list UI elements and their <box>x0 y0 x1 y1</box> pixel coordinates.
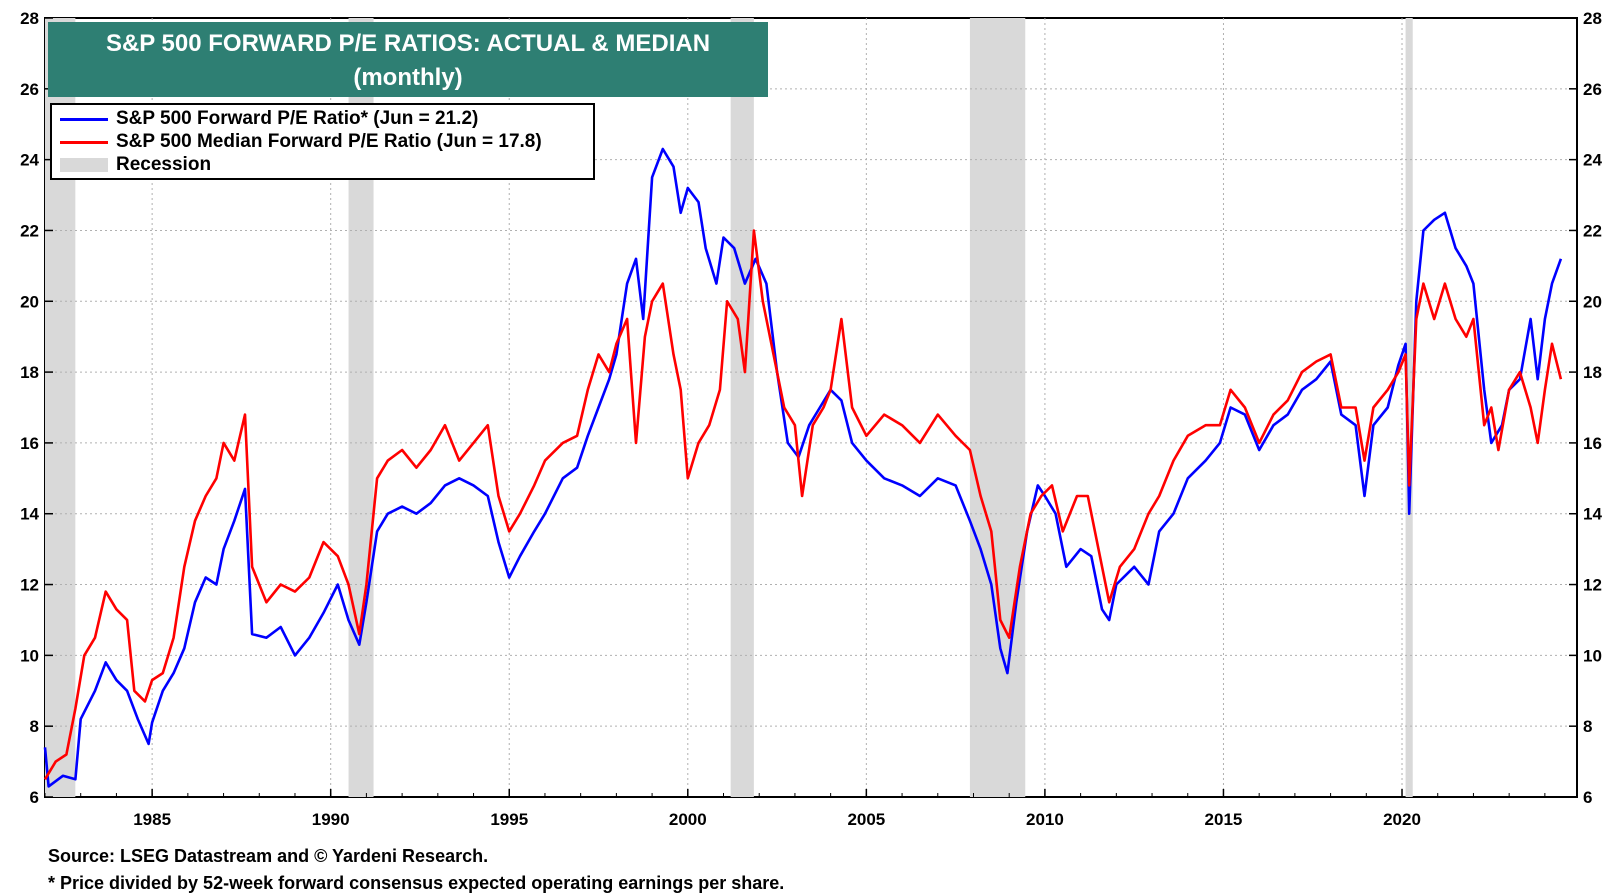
y-tick-label-right: 24 <box>1583 151 1602 170</box>
legend: S&P 500 Forward P/E Ratio* (Jun = 21.2) … <box>50 103 595 180</box>
y-tick-label-right: 20 <box>1583 292 1602 311</box>
y-tick-label-right: 22 <box>1583 221 1602 240</box>
x-tick-label: 2020 <box>1383 810 1421 829</box>
footnote: * Price divided by 52-week forward conse… <box>48 873 785 893</box>
recession-band-3 <box>969 18 1026 797</box>
y-tick-label-left: 6 <box>30 788 39 807</box>
x-tick-label: 1985 <box>133 810 171 829</box>
y-tick-label-right: 10 <box>1583 646 1602 665</box>
recession-band-2 <box>730 18 754 797</box>
y-tick-label-left: 10 <box>20 646 39 665</box>
y-tick-label-left: 16 <box>20 434 39 453</box>
series-lines <box>43 147 1563 788</box>
x-tick-label: 2010 <box>1026 810 1064 829</box>
y-tick-label-right: 8 <box>1583 717 1592 736</box>
x-tick-label: 2015 <box>1205 810 1243 829</box>
legend-swatch-red <box>60 140 108 144</box>
legend-item-forward-pe: S&P 500 Forward P/E Ratio* (Jun = 21.2) <box>60 107 478 131</box>
x-tick-label: 1995 <box>490 810 528 829</box>
legend-label-median-pe: S&P 500 Median Forward P/E Ratio (Jun = … <box>116 131 542 152</box>
legend-label-forward-pe: S&P 500 Forward P/E Ratio* (Jun = 21.2) <box>116 108 479 129</box>
y-tick-label-left: 18 <box>20 363 39 382</box>
y-tick-label-left: 20 <box>20 292 39 311</box>
y-tick-label-right: 16 <box>1583 434 1602 453</box>
y-tick-label-left: 26 <box>20 80 39 99</box>
y-tick-label-left: 28 <box>20 9 39 28</box>
y-tick-label-right: 18 <box>1583 363 1602 382</box>
source-note: Source: LSEG Datastream and © Yardeni Re… <box>48 846 489 866</box>
recession-band-4 <box>1405 18 1413 797</box>
y-tick-label-right: 26 <box>1583 80 1602 99</box>
y-tick-label-right: 28 <box>1583 9 1602 28</box>
y-tick-label-right: 6 <box>1583 788 1592 807</box>
chart-subtitle: (monthly) <box>353 64 463 91</box>
y-tick-label-left: 24 <box>20 151 39 170</box>
legend-label-recession: Recession <box>116 154 212 175</box>
y-tick-label-left: 14 <box>20 505 39 524</box>
x-tick-label: 1990 <box>312 810 350 829</box>
chart-title-box: S&P 500 FORWARD P/E RATIOS: ACTUAL & MED… <box>48 22 768 97</box>
y-tick-label-right: 12 <box>1583 576 1602 595</box>
y-tick-label-left: 22 <box>20 221 39 240</box>
series-line-forward-pe <box>43 147 1563 788</box>
legend-item-median-pe: S&P 500 Median Forward P/E Ratio (Jun = … <box>60 130 542 154</box>
x-tick-label: 2000 <box>669 810 707 829</box>
chart-title: S&P 500 FORWARD P/E RATIOS: ACTUAL & MED… <box>105 30 711 57</box>
x-tick-label: 2005 <box>847 810 885 829</box>
series-line-median-pe <box>43 229 1563 780</box>
y-tick-label-left: 8 <box>30 717 39 736</box>
y-tick-label-left: 12 <box>20 576 39 595</box>
legend-swatch-recession <box>60 158 108 172</box>
legend-swatch-blue <box>60 117 108 121</box>
legend-item-recession: Recession <box>60 153 211 177</box>
y-tick-label-right: 14 <box>1583 505 1602 524</box>
